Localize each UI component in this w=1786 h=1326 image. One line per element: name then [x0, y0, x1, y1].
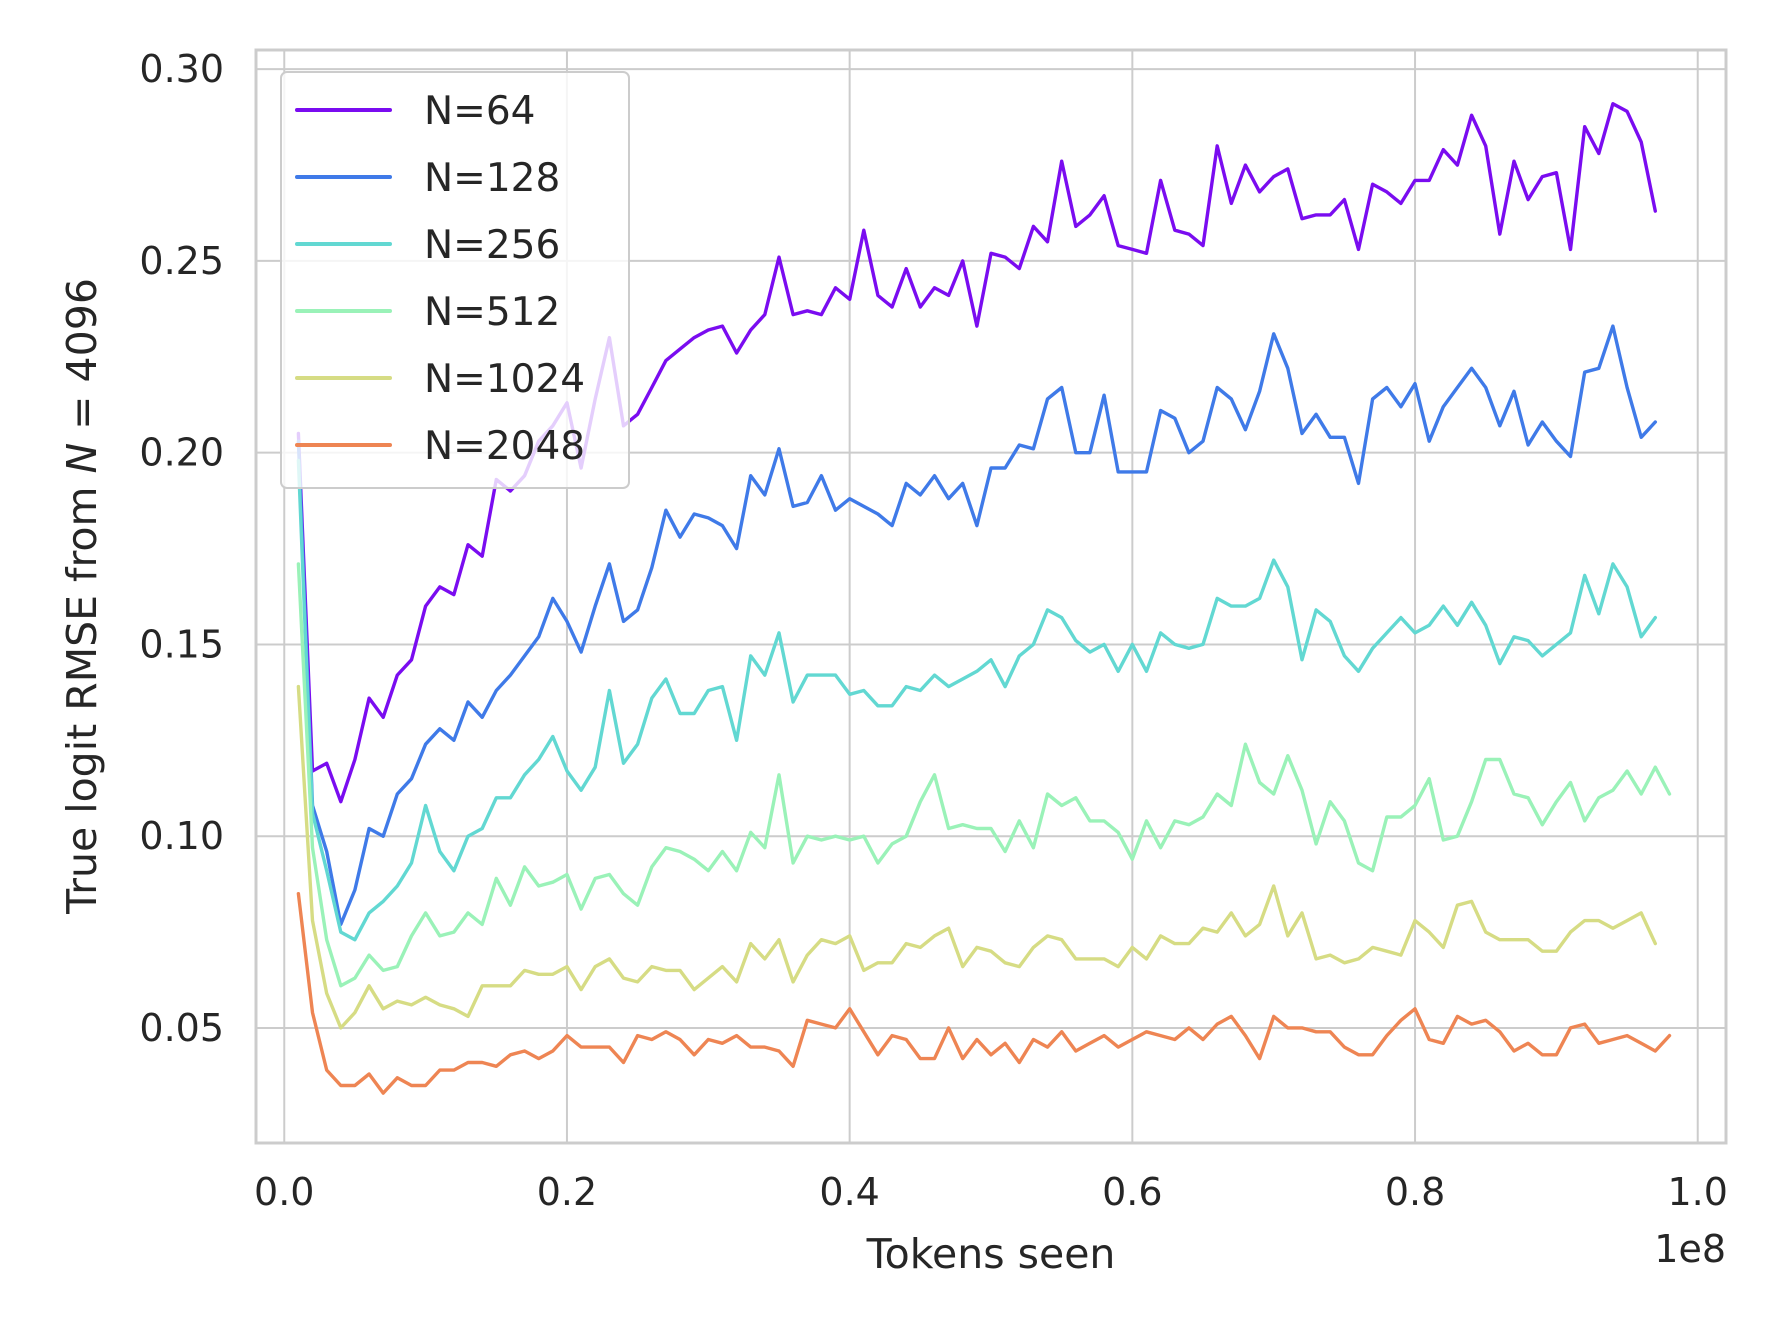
series-line-n-512 [296, 562, 1672, 988]
y-tick-label: 0.10 [139, 814, 224, 858]
series-line-n-2048 [296, 892, 1672, 1095]
y-tick-label: 0.20 [139, 431, 224, 475]
y-tick-label: 0.25 [139, 239, 224, 283]
series-line-n-128 [296, 324, 1658, 927]
plot-frame [254, 48, 1728, 1145]
y-label-part-2: = 4096 [58, 278, 106, 443]
x-tick-label: 0.4 [819, 1170, 879, 1214]
y-label-part-1: True logit RMSE from [58, 474, 106, 915]
x-tick-label: 0.2 [537, 1170, 597, 1214]
series-line-n-1024 [296, 684, 1658, 1030]
legend: N=64 N=128 N=256 N=512 N=1024 N=2048 [280, 71, 630, 489]
series-line-n-256 [296, 458, 1658, 942]
x-tick-label: 0.0 [254, 1170, 314, 1214]
legend-label: N=64 [424, 89, 535, 134]
legend-label: N=512 [424, 290, 560, 335]
legend-label: N=256 [424, 223, 560, 268]
y-label-variable: N [58, 443, 106, 474]
y-tick-label: 0.30 [139, 47, 224, 91]
legend-label: N=128 [424, 156, 560, 201]
y-tick-label: 0.15 [139, 622, 224, 666]
legend-label: N=2048 [424, 424, 585, 469]
y-tick-label: 0.05 [139, 1006, 224, 1050]
x-axis-label: Tokens seen [866, 1230, 1116, 1278]
x-tick-label: 1.0 [1668, 1170, 1728, 1214]
legend-label: N=1024 [424, 357, 585, 402]
tick-labels: 0.0 0.2 0.4 0.6 0.8 1.0 0.05 0.10 0.15 0.20 0.25 0.… [139, 47, 1728, 1214]
y-axis-label: True logit RMSE from N = 4096 [58, 278, 106, 915]
x-offset-label: 1e8 [1654, 1227, 1726, 1271]
x-tick-label: 0.8 [1385, 1170, 1445, 1214]
x-tick-label: 0.6 [1102, 1170, 1162, 1214]
